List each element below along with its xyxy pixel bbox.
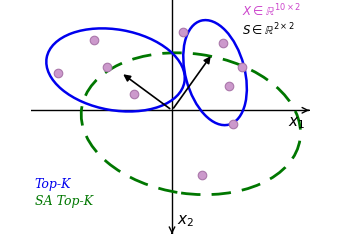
Point — [230, 122, 235, 126]
Point — [239, 65, 245, 69]
Text: $X \in \mathbb{R}^{10 \times 2}$: $X \in \mathbb{R}^{10 \times 2}$ — [242, 3, 301, 19]
Point — [180, 30, 186, 34]
Point — [226, 84, 231, 88]
Text: $x_2$: $x_2$ — [177, 213, 194, 229]
Point — [105, 65, 110, 69]
Point — [199, 173, 204, 177]
Point — [132, 92, 137, 96]
Point — [55, 71, 61, 74]
Point — [220, 41, 226, 45]
Text: $x_1$: $x_1$ — [288, 116, 305, 131]
Point — [91, 38, 97, 42]
Text: $S \in \mathbb{R}^{2 \times 2}$: $S \in \mathbb{R}^{2 \times 2}$ — [242, 21, 295, 38]
Text: Top-K: Top-K — [35, 178, 71, 191]
Text: SA Top-K: SA Top-K — [35, 195, 93, 208]
